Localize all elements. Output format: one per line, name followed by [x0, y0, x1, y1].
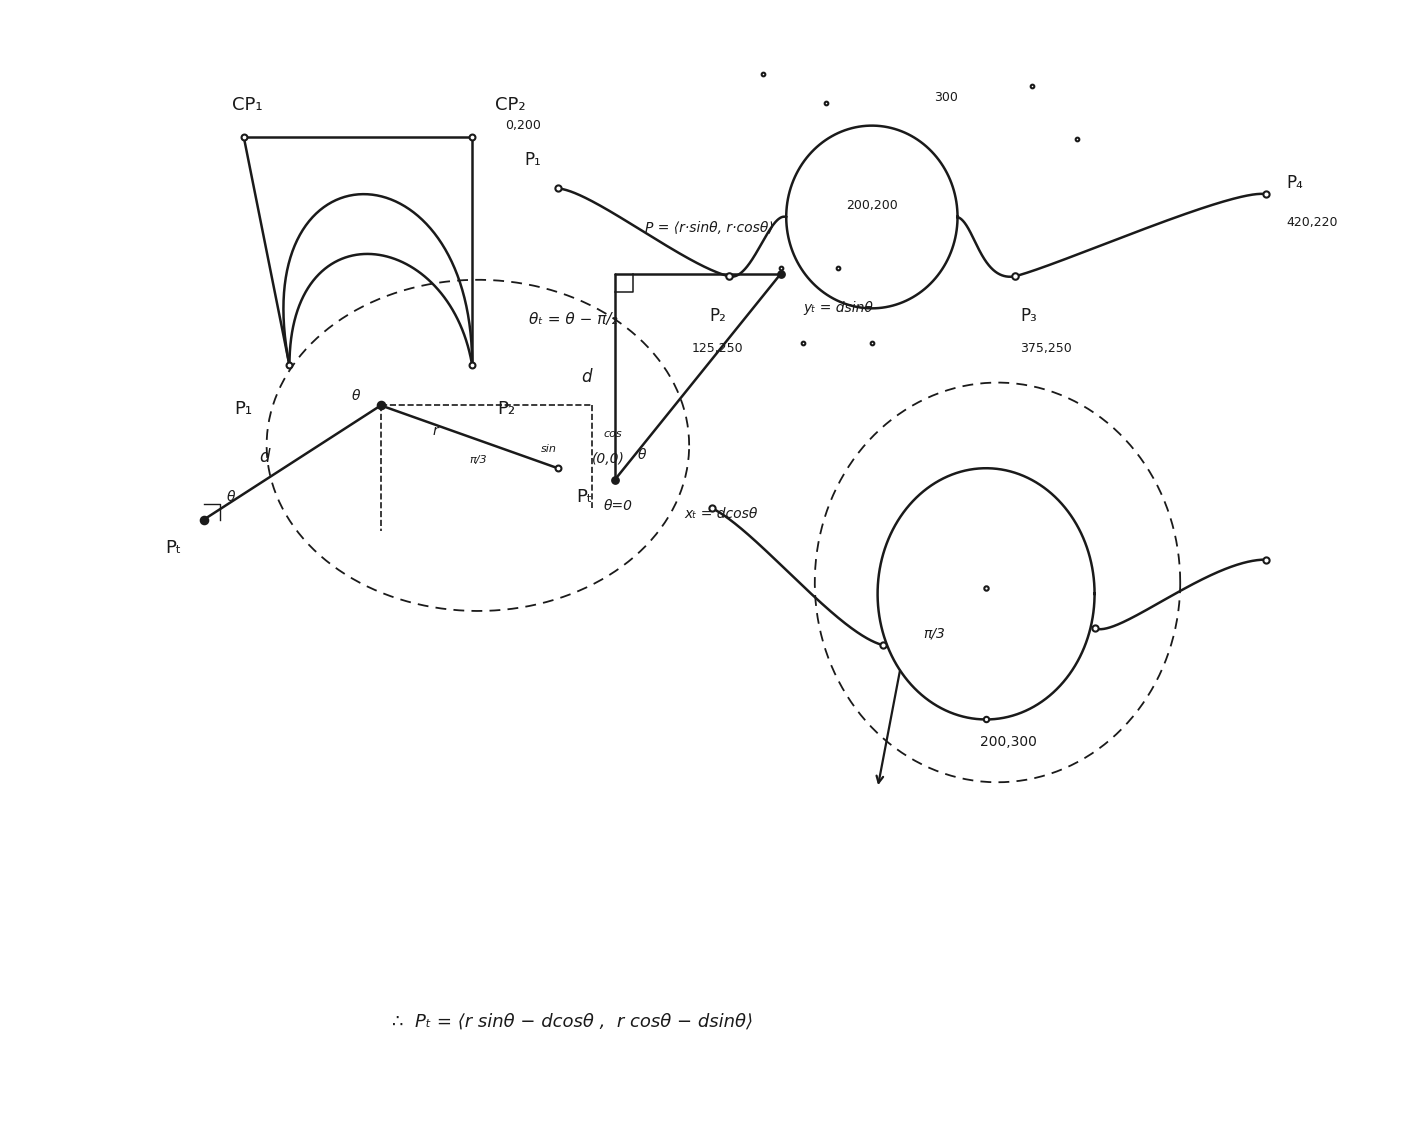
Text: 0,200: 0,200	[506, 119, 541, 132]
Point	[1255, 550, 1277, 569]
Point	[752, 65, 775, 83]
Point	[718, 267, 740, 286]
Point	[871, 636, 894, 654]
Point	[604, 471, 627, 489]
Point	[1067, 130, 1089, 148]
Text: θ: θ	[226, 490, 235, 504]
Point	[701, 499, 723, 517]
Text: d: d	[581, 368, 592, 386]
Text: CP₁: CP₁	[232, 96, 263, 114]
Text: 375,250: 375,250	[1021, 341, 1072, 355]
Text: (0,0): (0,0)	[592, 452, 625, 466]
Text: xₜ = dcosθ: xₜ = dcosθ	[684, 507, 758, 521]
Point	[974, 710, 997, 729]
Text: P₂: P₂	[497, 400, 515, 418]
Point	[1084, 619, 1106, 637]
Text: yₜ = dsinθ: yₜ = dsinθ	[803, 301, 873, 315]
Text: π/3: π/3	[923, 627, 946, 641]
Point	[792, 333, 815, 352]
Text: θ=0: θ=0	[604, 499, 632, 513]
Text: cos: cos	[604, 429, 622, 439]
Point	[369, 396, 392, 415]
Text: 125,250: 125,250	[692, 341, 743, 355]
Text: 300: 300	[934, 90, 958, 104]
Text: P₁: P₁	[524, 151, 541, 169]
Text: P = ⟨r·sinθ, r·cosθ⟩: P = ⟨r·sinθ, r·cosθ⟩	[645, 222, 773, 235]
Point	[1004, 267, 1027, 286]
Point	[769, 265, 792, 283]
Text: 420,220: 420,220	[1286, 216, 1339, 230]
Text: sin: sin	[541, 444, 557, 453]
Point	[461, 356, 484, 375]
Text: 200,200: 200,200	[846, 199, 897, 212]
Point	[1021, 77, 1044, 95]
Point	[547, 179, 570, 198]
Point	[860, 333, 883, 352]
Point	[461, 128, 484, 146]
Text: π/3: π/3	[468, 456, 487, 465]
Text: P₄: P₄	[1286, 174, 1303, 192]
Text: d: d	[259, 448, 269, 466]
Text: Pₜ: Pₜ	[575, 488, 592, 506]
Point	[232, 128, 255, 146]
Text: θₜ = θ − π/₂: θₜ = θ − π/₂	[530, 312, 618, 328]
Point	[815, 94, 837, 112]
Text: r: r	[433, 424, 439, 437]
Point	[974, 579, 997, 597]
Point	[769, 259, 792, 278]
Text: P₂: P₂	[709, 307, 726, 325]
Text: P₃: P₃	[1021, 307, 1037, 325]
Text: P₁: P₁	[235, 400, 253, 418]
Text: CP₂: CP₂	[496, 96, 525, 114]
Point	[192, 510, 215, 529]
Point	[1255, 185, 1277, 203]
Point	[826, 259, 849, 278]
Point	[547, 459, 570, 477]
Text: 200,300: 200,300	[981, 735, 1037, 749]
Text: θ: θ	[352, 389, 360, 403]
Text: ∴  Pₜ = ⟨r sinθ − dcosθ ,  r cosθ − dsinθ⟩: ∴ Pₜ = ⟨r sinθ − dcosθ , r cosθ − dsinθ⟩	[392, 1013, 753, 1031]
Point	[278, 356, 300, 375]
Text: Pₜ: Pₜ	[165, 539, 181, 557]
Text: θ: θ	[638, 448, 646, 461]
